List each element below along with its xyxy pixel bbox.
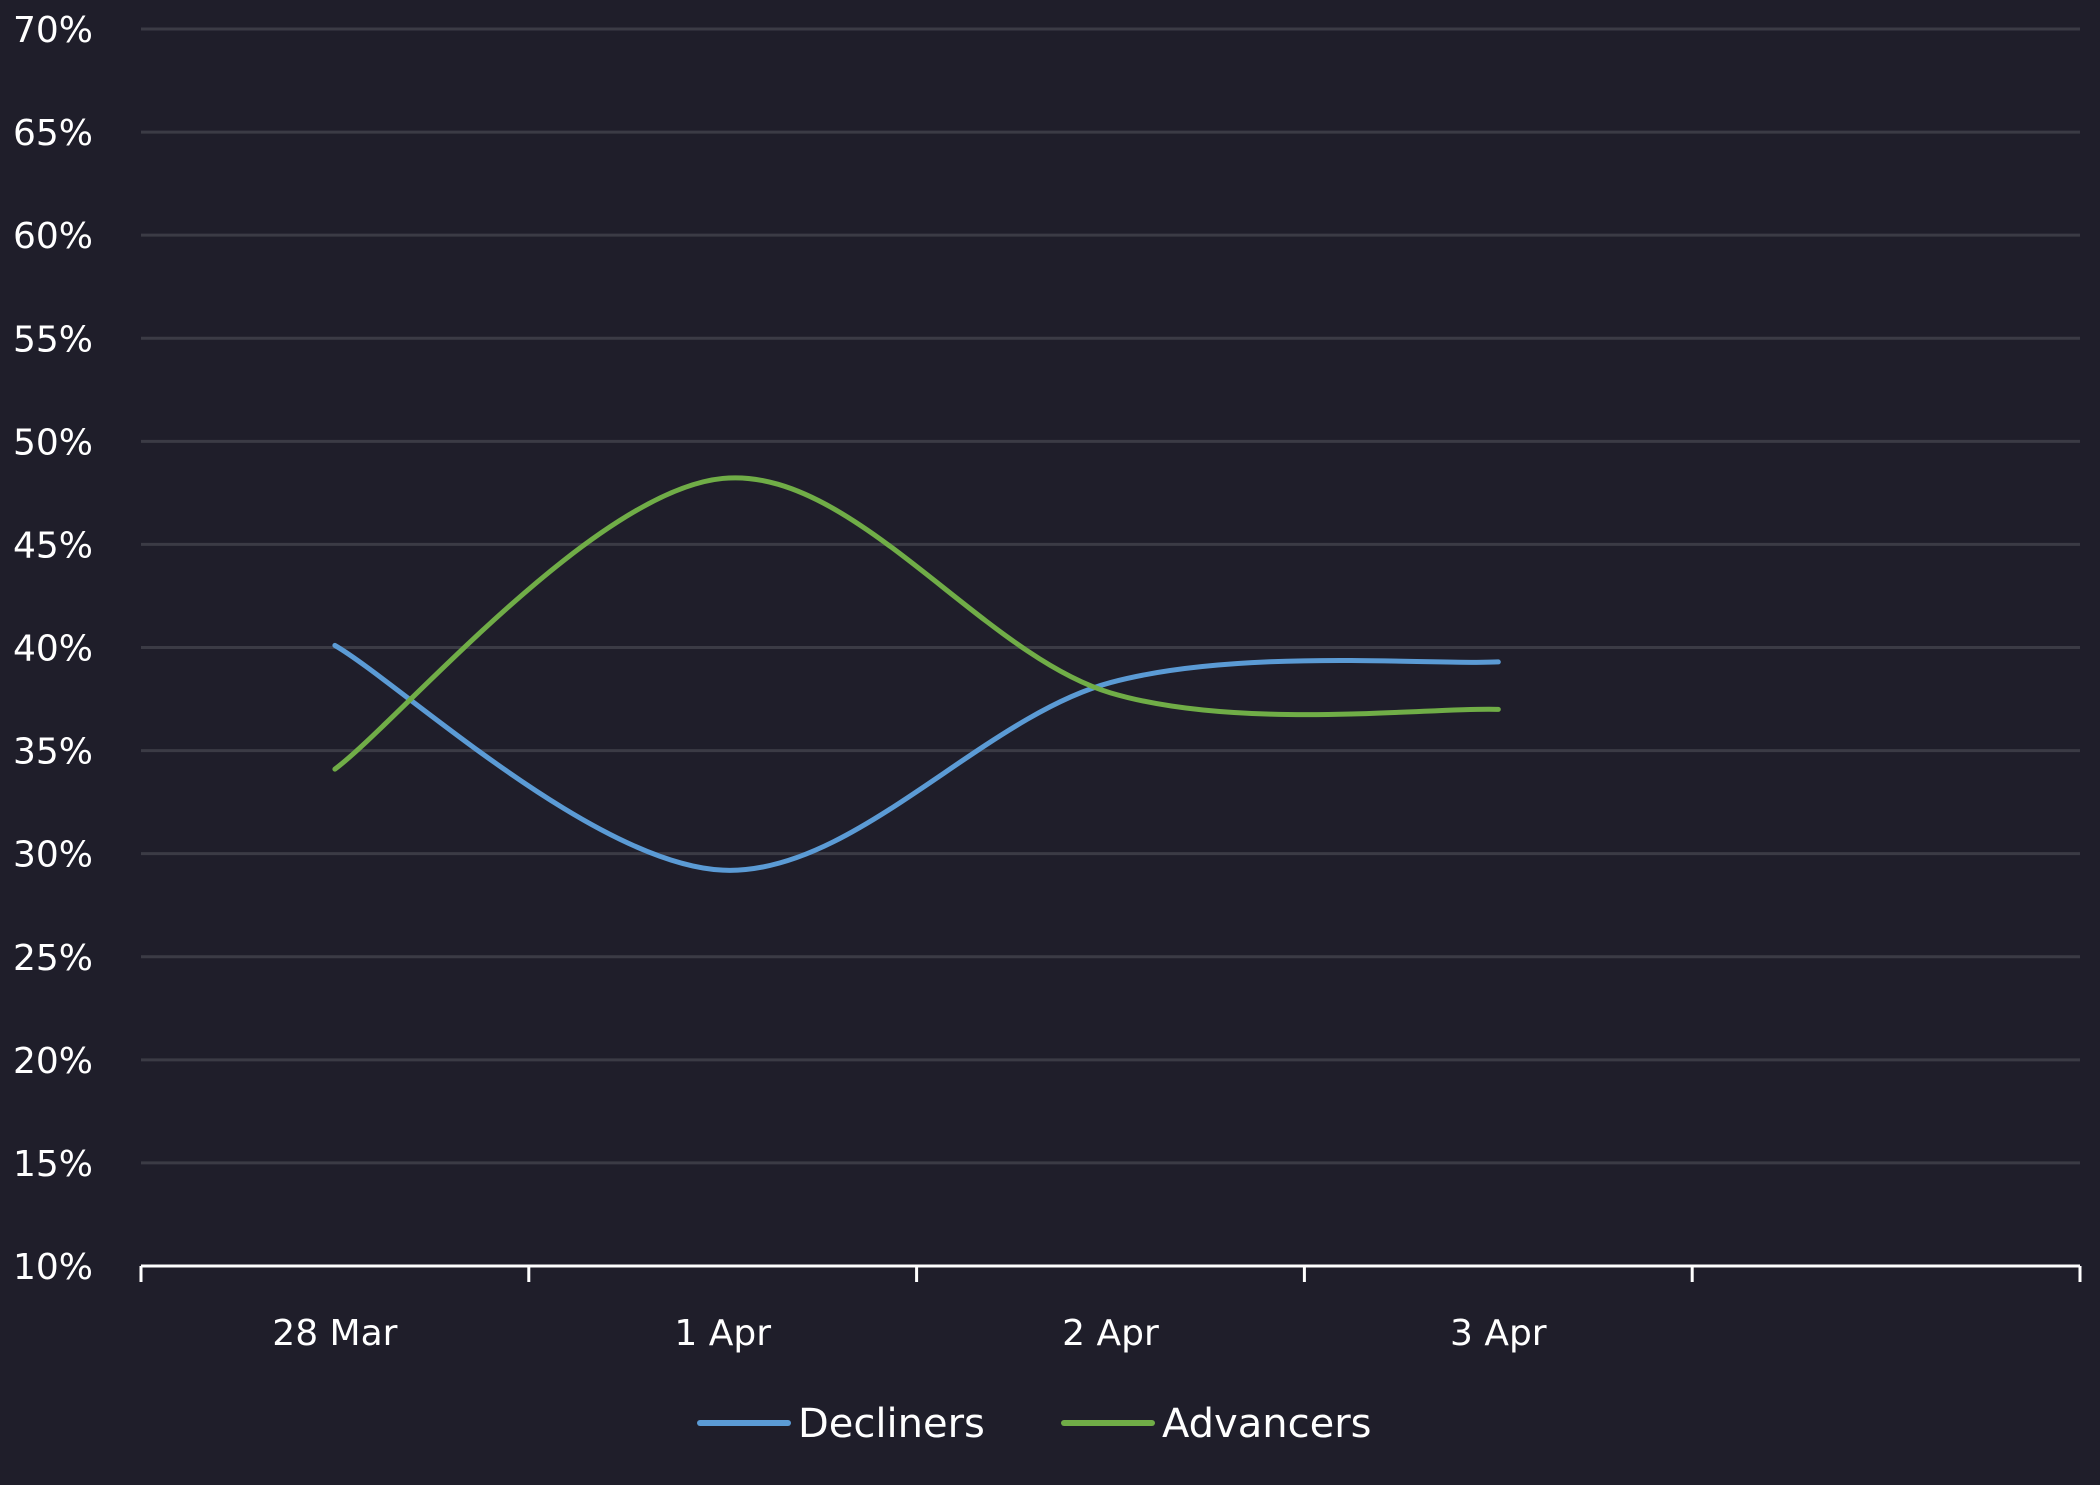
y-tick-label: 45% bbox=[13, 525, 93, 566]
x-tick-label: 2 Apr bbox=[1062, 1313, 1159, 1354]
y-tick-label: 70% bbox=[13, 10, 93, 51]
gridlines bbox=[141, 27, 2080, 1165]
x-tick-label: 28 Mar bbox=[272, 1313, 397, 1354]
y-tick-label: 15% bbox=[13, 1144, 93, 1185]
y-axis-tick-labels: 70% 65% 60% 55% 50% 45% 40% 35% 30% 25% 20% 15% 10% bbox=[13, 10, 93, 1288]
y-tick-label: 50% bbox=[13, 422, 93, 463]
y-tick-label: 10% bbox=[13, 1247, 93, 1288]
series-line-advancers bbox=[332, 475, 1501, 772]
series-line-decliners bbox=[332, 642, 1501, 873]
x-axis-tick-labels: 28 Mar 1 Apr 2 Apr 3 Apr bbox=[272, 1313, 1546, 1354]
y-tick-label: 20% bbox=[13, 1041, 93, 1082]
x-tick-label: 3 Apr bbox=[1450, 1313, 1547, 1354]
y-tick-label: 25% bbox=[13, 938, 93, 979]
y-tick-label: 30% bbox=[13, 835, 93, 876]
y-tick-label: 65% bbox=[13, 113, 93, 154]
y-tick-label: 60% bbox=[13, 216, 93, 257]
legend: Decliners Advancers bbox=[697, 1401, 1371, 1447]
x-axis bbox=[139, 1264, 2082, 1282]
y-tick-label: 55% bbox=[13, 319, 93, 360]
series-lines bbox=[332, 475, 1501, 873]
y-tick-label: 35% bbox=[13, 732, 93, 773]
y-tick-label: 40% bbox=[13, 629, 93, 670]
legend-label-advancers: Advancers bbox=[1162, 1401, 1371, 1447]
legend-label-decliners: Decliners bbox=[798, 1401, 985, 1447]
x-tick-label: 1 Apr bbox=[674, 1313, 771, 1354]
